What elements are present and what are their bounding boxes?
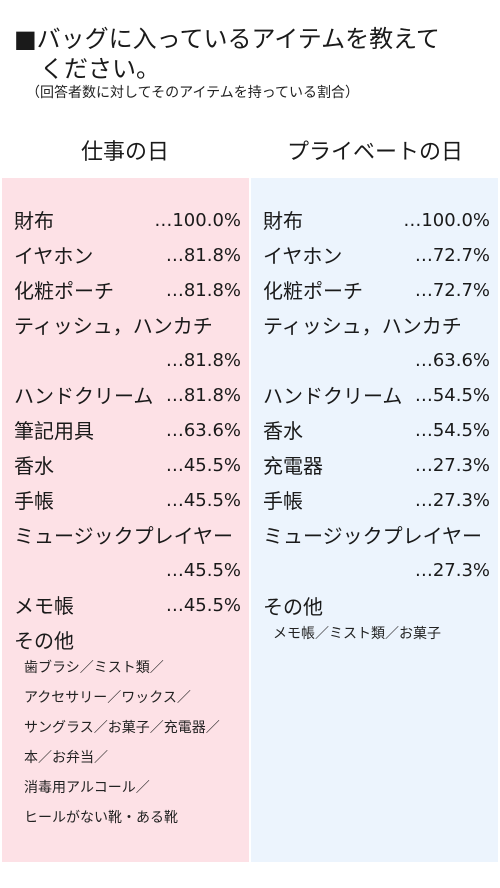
list-item: イヤホン …72.7% — [263, 239, 490, 273]
page-subtitle: （回答者数に対してそのアイテムを持っている割合） — [26, 85, 360, 101]
item-percentage: …81.8% — [165, 350, 241, 371]
work-day-heading: 仕事の日 — [80, 140, 169, 165]
item-name: ハンドクリーム — [263, 384, 403, 408]
list-item: 香水 …45.5% — [14, 449, 241, 483]
item-name: ミュージックプレイヤー — [263, 524, 482, 548]
list-item: 財布 …100.0% — [14, 204, 241, 238]
item-percentage: …27.3% — [414, 455, 490, 476]
other-line: メモ帳／ミスト類／お菓子 — [273, 626, 441, 642]
item-name: 手帳 — [263, 489, 303, 513]
item-name: 財布 — [14, 209, 54, 233]
list-item: …45.5% — [14, 554, 241, 588]
list-item: 化粧ポーチ …72.7% — [263, 274, 490, 308]
private-day-heading: プライベートの日 — [286, 140, 463, 165]
list-item: 充電器 …27.3% — [263, 449, 490, 483]
item-percentage: …100.0% — [154, 210, 241, 231]
work-day-column: 財布 …100.0% イヤホン …81.8% 化粧ポーチ …81.8% ティッシ… — [2, 178, 249, 862]
item-percentage: …27.3% — [414, 490, 490, 511]
private-day-column: 財布 …100.0% イヤホン …72.7% 化粧ポーチ …72.7% ティッシ… — [251, 178, 498, 862]
list-item: イヤホン …81.8% — [14, 239, 241, 273]
item-name: 香水 — [263, 419, 303, 443]
item-name: 財布 — [263, 209, 303, 233]
list-item: ティッシュ，ハンカチ — [263, 309, 490, 343]
item-name: 手帳 — [14, 489, 54, 513]
item-percentage: …54.5% — [414, 420, 490, 441]
item-percentage: …100.0% — [403, 210, 490, 231]
item-percentage: …72.7% — [414, 280, 490, 301]
other-line: アクセサリー／ワックス／ — [24, 690, 191, 706]
item-name: 化粧ポーチ — [14, 279, 114, 303]
item-name: ミュージックプレイヤー — [14, 524, 233, 548]
list-item: …27.3% — [263, 554, 490, 588]
item-percentage: …72.7% — [414, 245, 490, 266]
item-percentage: …27.3% — [414, 560, 490, 581]
other-line: 本／お弁当／ — [24, 750, 108, 766]
list-item: 化粧ポーチ …81.8% — [14, 274, 241, 308]
item-name: ティッシュ，ハンカチ — [14, 314, 213, 338]
title-line-1: ■バッグに入っているアイテムを教えて — [14, 25, 440, 53]
item-percentage: …81.8% — [165, 280, 241, 301]
item-percentage: …81.8% — [165, 245, 241, 266]
item-percentage: …63.6% — [165, 420, 241, 441]
item-percentage: …45.5% — [165, 560, 241, 581]
other-line: 消毒用アルコール／ — [24, 780, 150, 796]
item-name: ティッシュ，ハンカチ — [263, 314, 462, 338]
other-heading: その他 — [263, 595, 323, 619]
list-item: 筆記用具 …63.6% — [14, 414, 241, 448]
item-percentage: …81.8% — [165, 385, 241, 406]
item-percentage: …63.6% — [414, 350, 490, 371]
other-line: ヒールがない靴・ある靴 — [24, 810, 178, 826]
list-item: ミュージックプレイヤー — [263, 519, 490, 553]
list-item: 財布 …100.0% — [263, 204, 490, 238]
list-item: …81.8% — [14, 344, 241, 378]
item-name: メモ帳 — [14, 594, 74, 618]
list-item: 手帳 …27.3% — [263, 484, 490, 518]
list-item: …63.6% — [263, 344, 490, 378]
item-name: イヤホン — [263, 244, 343, 268]
other-heading: その他 — [14, 629, 74, 653]
list-item: 手帳 …45.5% — [14, 484, 241, 518]
item-name: ハンドクリーム — [14, 384, 154, 408]
item-percentage: …45.5% — [165, 455, 241, 476]
title-line-2: ください。 — [40, 55, 160, 83]
item-name: 香水 — [14, 454, 54, 478]
other-line: 歯ブラシ／ミスト類／ — [24, 660, 164, 676]
page-title: ■バッグに入っているアイテムを教えて ください。 — [14, 24, 494, 84]
item-name: 筆記用具 — [14, 419, 94, 443]
item-percentage: …54.5% — [414, 385, 490, 406]
item-name: 化粧ポーチ — [263, 279, 363, 303]
list-item: ハンドクリーム …81.8% — [14, 379, 241, 413]
item-percentage: …45.5% — [165, 490, 241, 511]
item-percentage: …45.5% — [165, 595, 241, 616]
other-line: サングラス／お菓子／充電器／ — [24, 720, 220, 736]
list-item: ハンドクリーム …54.5% — [263, 379, 490, 413]
list-item: メモ帳 …45.5% — [14, 589, 241, 623]
list-item: 香水 …54.5% — [263, 414, 490, 448]
item-name: イヤホン — [14, 244, 94, 268]
item-name: 充電器 — [263, 454, 323, 478]
list-item: ミュージックプレイヤー — [14, 519, 241, 553]
list-item: ティッシュ，ハンカチ — [14, 309, 241, 343]
